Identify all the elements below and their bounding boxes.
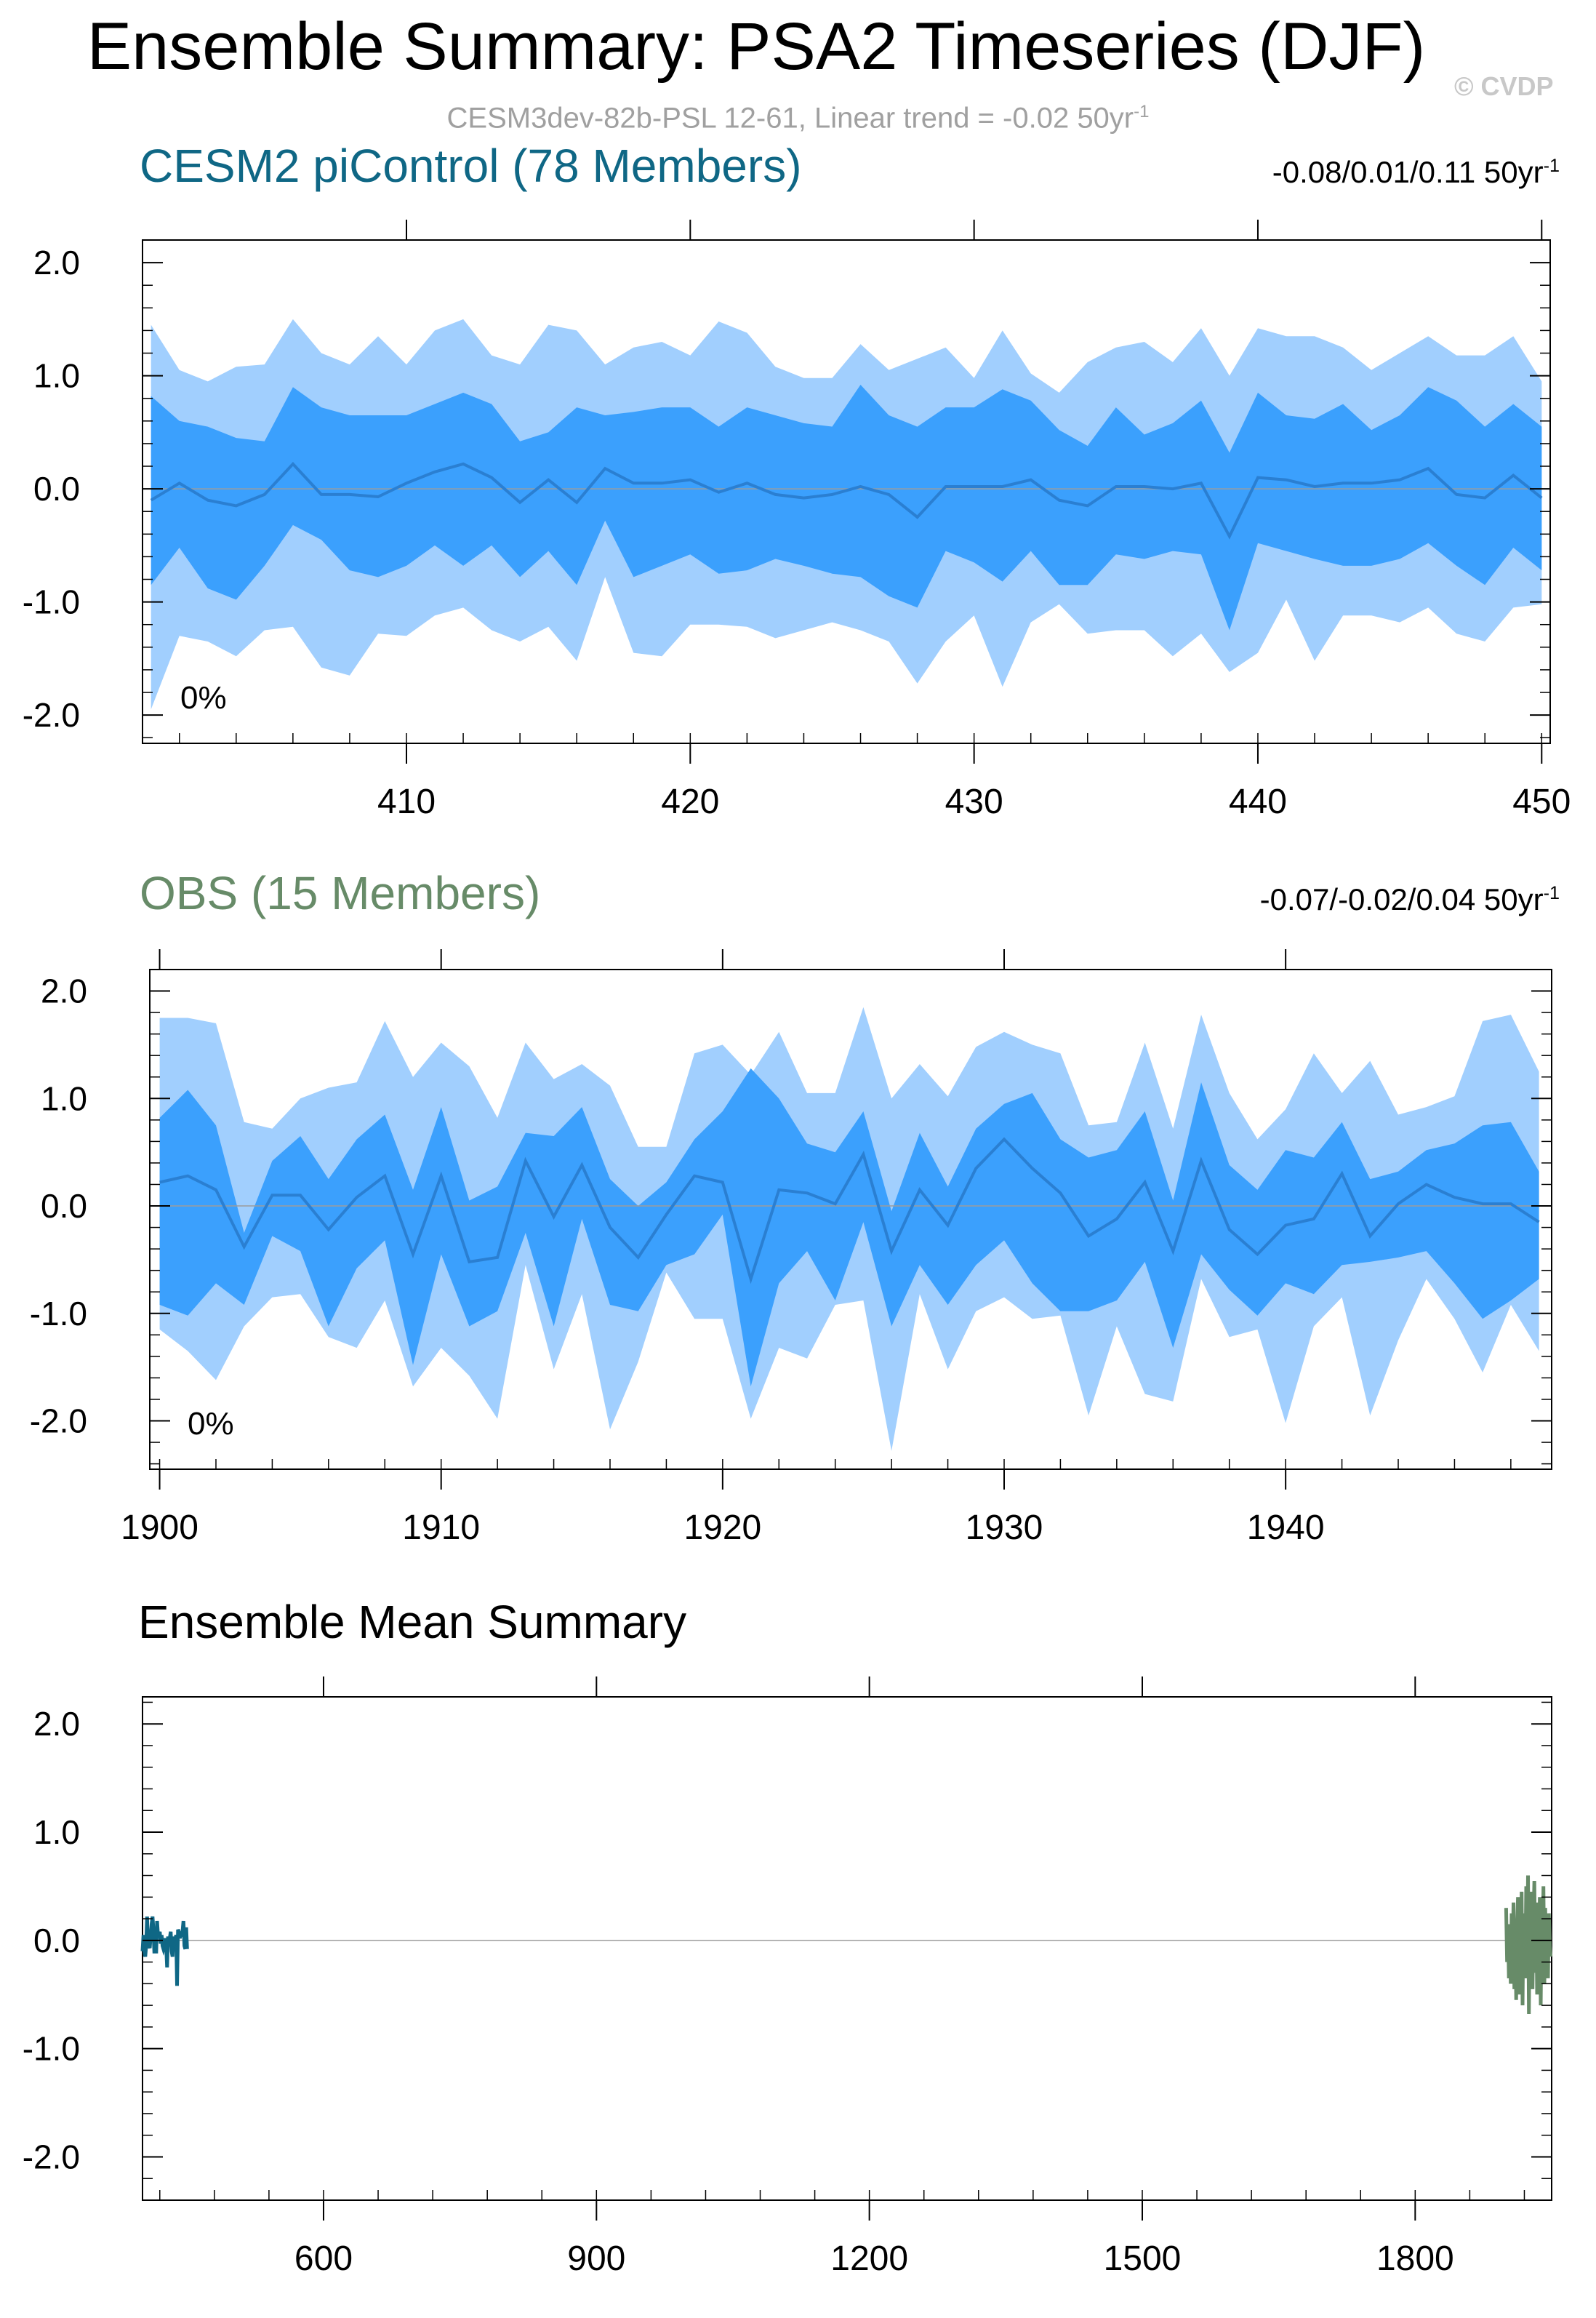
y-tick-label: 2.0 [41, 972, 87, 1010]
subtitle: CESM3dev-82b-PSL 12-61, Linear trend = -… [0, 102, 1596, 135]
band-16-84 [151, 385, 1542, 631]
x-tick-label: 1500 [1104, 2239, 1182, 2278]
y-tick-label: 1.0 [33, 1813, 80, 1851]
y-tick-label: -2.0 [23, 696, 80, 734]
percent-label: 0% [180, 680, 227, 716]
y-tick-label: -2.0 [30, 1402, 87, 1440]
trend-stats-obs: -0.07/-0.02/0.04 50yr-1 [1260, 882, 1560, 917]
x-tick-label: 1910 [402, 1508, 480, 1547]
plot-frame [142, 1696, 1552, 2201]
panel-cesm: 0% 2.0 1.0 0.0 -1.0 -2.0 410 420 430 440 450 [23, 220, 1571, 821]
ensemble-mean-line [150, 461, 1543, 540]
x-tick-label: 1920 [683, 1508, 761, 1547]
ensemble-mean-line [159, 1137, 1540, 1284]
trend-stats-cesm: -0.08/0.01/0.11 50yr-1 [1272, 155, 1560, 190]
panel-title-cesm: CESM2 piControl (78 Members) [140, 140, 802, 192]
panel-title-obs: OBS (15 Members) [140, 867, 541, 919]
subtitle-sup: -1 [1134, 102, 1150, 121]
x-tick-label: 430 [945, 783, 1003, 821]
subtitle-text: CESM3dev-82b-PSL 12-61, Linear trend = -… [446, 102, 1134, 135]
x-tick-label: 600 [294, 2239, 353, 2278]
y-tick-label: -1.0 [30, 1295, 87, 1332]
series-line-cesm [140, 1916, 189, 1986]
y-tick-label: -1.0 [23, 2030, 80, 2068]
x-tick-label: 420 [661, 783, 719, 821]
trend-stats-obs-sup: -1 [1543, 883, 1560, 903]
x-tick-label: 900 [567, 2239, 625, 2278]
main-title: Ensemble Summary: PSA2 Timeseries (DJF) [87, 9, 1426, 84]
y-tick-label: 0.0 [33, 470, 80, 508]
copyright-label: © CVDP [1454, 71, 1554, 101]
y-tick-label: -1.0 [23, 583, 80, 621]
trend-stats-obs-text: -0.07/-0.02/0.04 50yr [1259, 882, 1544, 916]
y-tick-label: 2.0 [33, 244, 80, 281]
percent-label: 0% [188, 1406, 234, 1442]
x-tick-label: 410 [377, 783, 436, 821]
band-16-84 [159, 1068, 1539, 1387]
x-tick-label: 450 [1512, 783, 1571, 821]
y-tick-label: 1.0 [33, 357, 80, 395]
x-tick-label: 1800 [1376, 2239, 1454, 2278]
y-tick-label: 0.0 [33, 1922, 80, 1959]
x-tick-label: 1900 [121, 1508, 199, 1547]
x-tick-label: 440 [1229, 783, 1287, 821]
y-tick-label: 2.0 [33, 1705, 80, 1743]
y-tick-label: 1.0 [41, 1079, 87, 1117]
panel-title-ensemble-mean: Ensemble Mean Summary [138, 1596, 687, 1648]
x-tick-label: 1200 [830, 2239, 908, 2278]
x-tick-label: 1930 [966, 1508, 1043, 1547]
trend-stats-cesm-text: -0.08/0.01/0.11 50yr [1272, 155, 1544, 189]
panel-obs: 0% 2.0 1.0 0.0 -1.0 -2.0 1900 1910 1920 1930 1940 [30, 949, 1552, 1547]
trend-stats-cesm-sup: -1 [1543, 156, 1560, 176]
y-tick-label: -2.0 [23, 2138, 80, 2175]
x-tick-label: 1940 [1247, 1508, 1325, 1547]
y-tick-label: 0.0 [41, 1187, 87, 1225]
panel-ensemble-mean: 2.0 1.0 0.0 -1.0 -2.0 600 900 1200 1500 1800 [23, 1676, 1553, 2278]
